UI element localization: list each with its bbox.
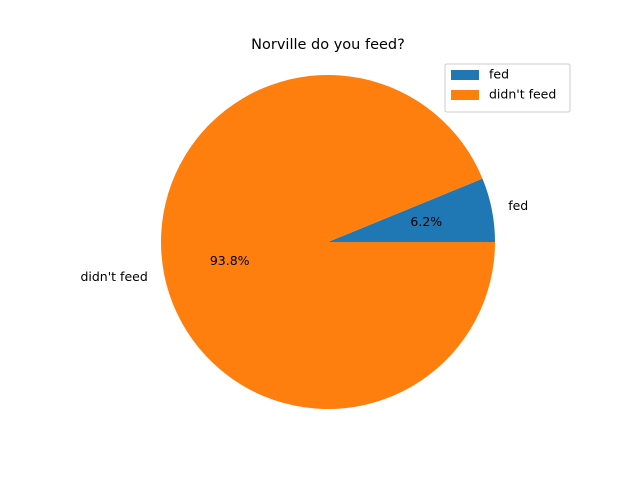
legend-swatch-didn-t-feed	[451, 90, 479, 100]
percent-label-didn-t-feed: 93.8%	[210, 253, 250, 268]
legend-swatch-fed	[451, 70, 479, 80]
pie-slice-labels: fed didn't feed	[80, 198, 528, 284]
pie-slice-didn-t-feed	[161, 75, 496, 410]
pie-percent-labels: 6.2% 93.8%	[210, 214, 442, 268]
legend-label-didn-t-feed: didn't feed	[489, 87, 556, 102]
chart-title: Norville do you feed?	[251, 37, 405, 53]
slice-label-fed: fed	[508, 198, 528, 213]
percent-label-fed: 6.2%	[410, 214, 442, 229]
pie-slices	[161, 75, 496, 410]
legend-label-fed: fed	[489, 67, 509, 82]
pie-slice-fed	[328, 178, 496, 242]
slice-label-didn-t-feed: didn't feed	[80, 269, 147, 284]
chart-legend: fed didn't feed	[444, 63, 571, 113]
